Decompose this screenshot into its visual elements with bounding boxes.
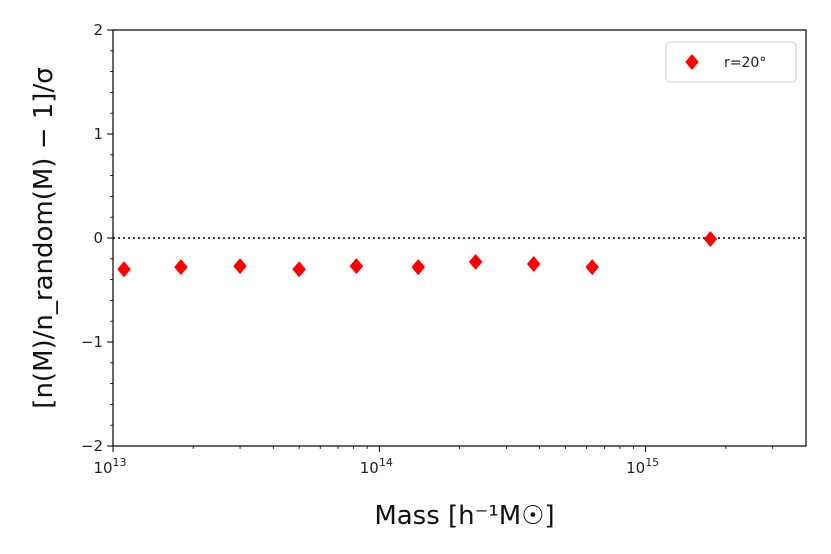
legend-box	[665, 41, 797, 83]
x-axis-label: Mass [h⁻¹M☉]	[374, 501, 554, 531]
data-point	[292, 261, 306, 278]
data-point	[585, 259, 600, 276]
data-point	[526, 256, 541, 272]
data-point	[349, 258, 364, 275]
y-tick-label: −1	[81, 333, 103, 351]
y-tick-label: 2	[93, 21, 103, 39]
data-point	[703, 231, 718, 248]
data-point	[117, 261, 131, 278]
x-tick-label: 1013	[93, 456, 126, 477]
axis-labels: Mass [h⁻¹M☉] [n(M)/n_random(M) − 1]/σ	[29, 67, 555, 531]
y-axis-label: [n(M)/n_random(M) − 1]/σ	[29, 67, 59, 408]
data-point	[468, 253, 483, 270]
y-tick-label: −2	[81, 437, 103, 455]
y-tick-label: 1	[93, 125, 103, 143]
legend-label: r=20°	[724, 55, 766, 71]
x-tick-label: 1014	[360, 456, 393, 477]
data-point	[174, 259, 188, 276]
legend-marker	[685, 54, 699, 70]
x-tick-label: 1015	[626, 456, 659, 477]
data-point	[233, 258, 247, 275]
y-tick-label: 0	[93, 229, 103, 247]
data-points	[117, 231, 718, 278]
axis-ticks: −2 −1 0 1 2 1013 1014 1015	[81, 21, 774, 477]
legend: r=20°	[665, 41, 797, 83]
data-point	[411, 259, 426, 276]
